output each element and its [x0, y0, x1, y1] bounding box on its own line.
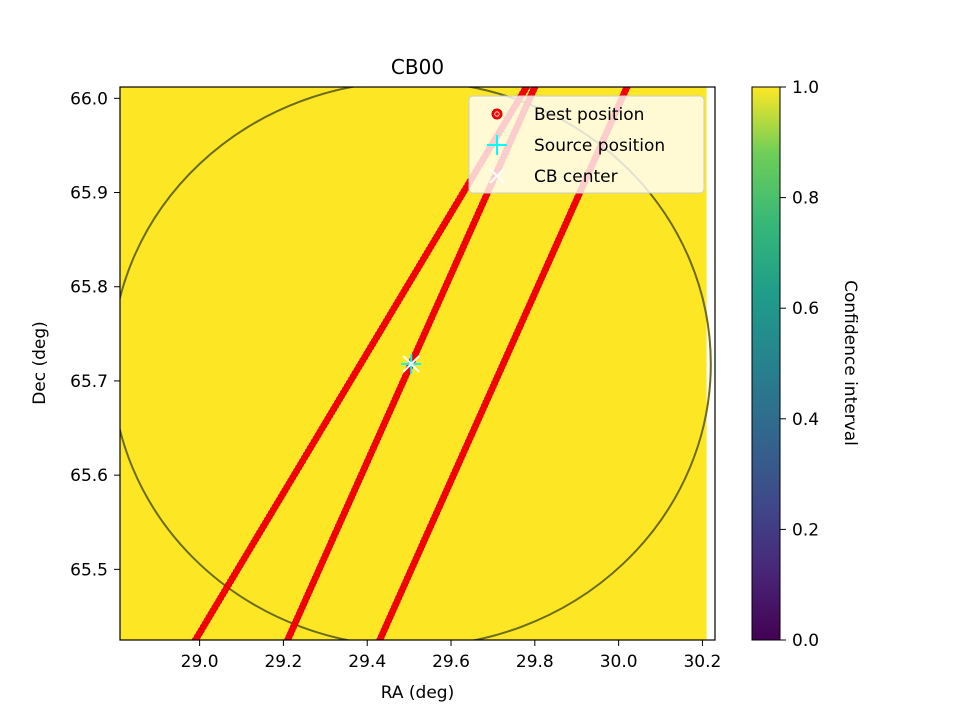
- colorbar-ticks: 0.0 0.2 0.4 0.6 0.8 1.0: [780, 78, 819, 651]
- x-icon: [489, 168, 505, 184]
- y-tick-label: 66.0: [70, 89, 108, 109]
- position-markers: [401, 353, 422, 374]
- chart-title: CB00: [391, 55, 444, 79]
- legend-item-cb-center: CB center: [489, 167, 618, 187]
- legend-item-source-position: Source position: [487, 135, 665, 156]
- y-axis-label: Dec (deg): [30, 321, 50, 405]
- colorbar-tick-label: 0.8: [792, 189, 819, 209]
- plot-frame: [119, 86, 716, 641]
- colorbar-tick-label: 0.6: [792, 299, 819, 319]
- y-tick-label: 65.9: [70, 184, 108, 204]
- plus-icon: [487, 135, 507, 155]
- x-tick-label: 29.4: [348, 652, 386, 672]
- y-tick-label: 65.5: [70, 560, 108, 580]
- x-tick-label: 29.0: [181, 652, 219, 672]
- colorbar-label: Confidence interval: [840, 280, 860, 446]
- cb-center-marker: [402, 355, 420, 373]
- red-dot-icon-inner: [494, 111, 500, 117]
- x-axis: 29.0 29.2 29.4 29.6 29.8 30.0 30.2: [181, 640, 721, 672]
- legend-label-best-position: Best position: [534, 105, 644, 125]
- x-tick-label: 30.0: [600, 652, 638, 672]
- x-tick-label: 30.2: [683, 652, 721, 672]
- x-axis-label: RA (deg): [381, 683, 454, 703]
- cb-beam-circle: [120, 87, 712, 640]
- y-tick-label: 65.6: [70, 466, 108, 486]
- legend-box: [468, 95, 705, 194]
- cb-x-b: [402, 355, 420, 373]
- y-tick-label: 65.8: [70, 278, 108, 298]
- legend: Best position Source position CB center: [468, 95, 705, 194]
- legend-label-cb-center: CB center: [534, 167, 618, 187]
- legend-label-source-position: Source position: [534, 136, 665, 156]
- colorbar-tick-label: 0.0: [792, 631, 819, 651]
- colorbar: 0.0 0.2 0.4 0.6 0.8 1.0 Confidence interval: [751, 78, 860, 651]
- y-axis: 65.5 65.6 65.7 65.8 65.9 66.0: [70, 89, 120, 580]
- legend-item-best-position: Best position: [491, 105, 644, 125]
- y-tick-label: 65.7: [70, 372, 108, 392]
- colorbar-tick-label: 0.4: [792, 410, 819, 430]
- colorbar-tick-label: 1.0: [792, 78, 819, 98]
- red-dot-icon: [491, 108, 503, 120]
- x-tick-label: 29.6: [432, 652, 470, 672]
- x-tick-label: 29.8: [516, 652, 554, 672]
- colorbar-tick-label: 0.2: [792, 520, 819, 540]
- colorbar-gradient: [751, 86, 781, 641]
- x-tick-label: 29.2: [264, 652, 302, 672]
